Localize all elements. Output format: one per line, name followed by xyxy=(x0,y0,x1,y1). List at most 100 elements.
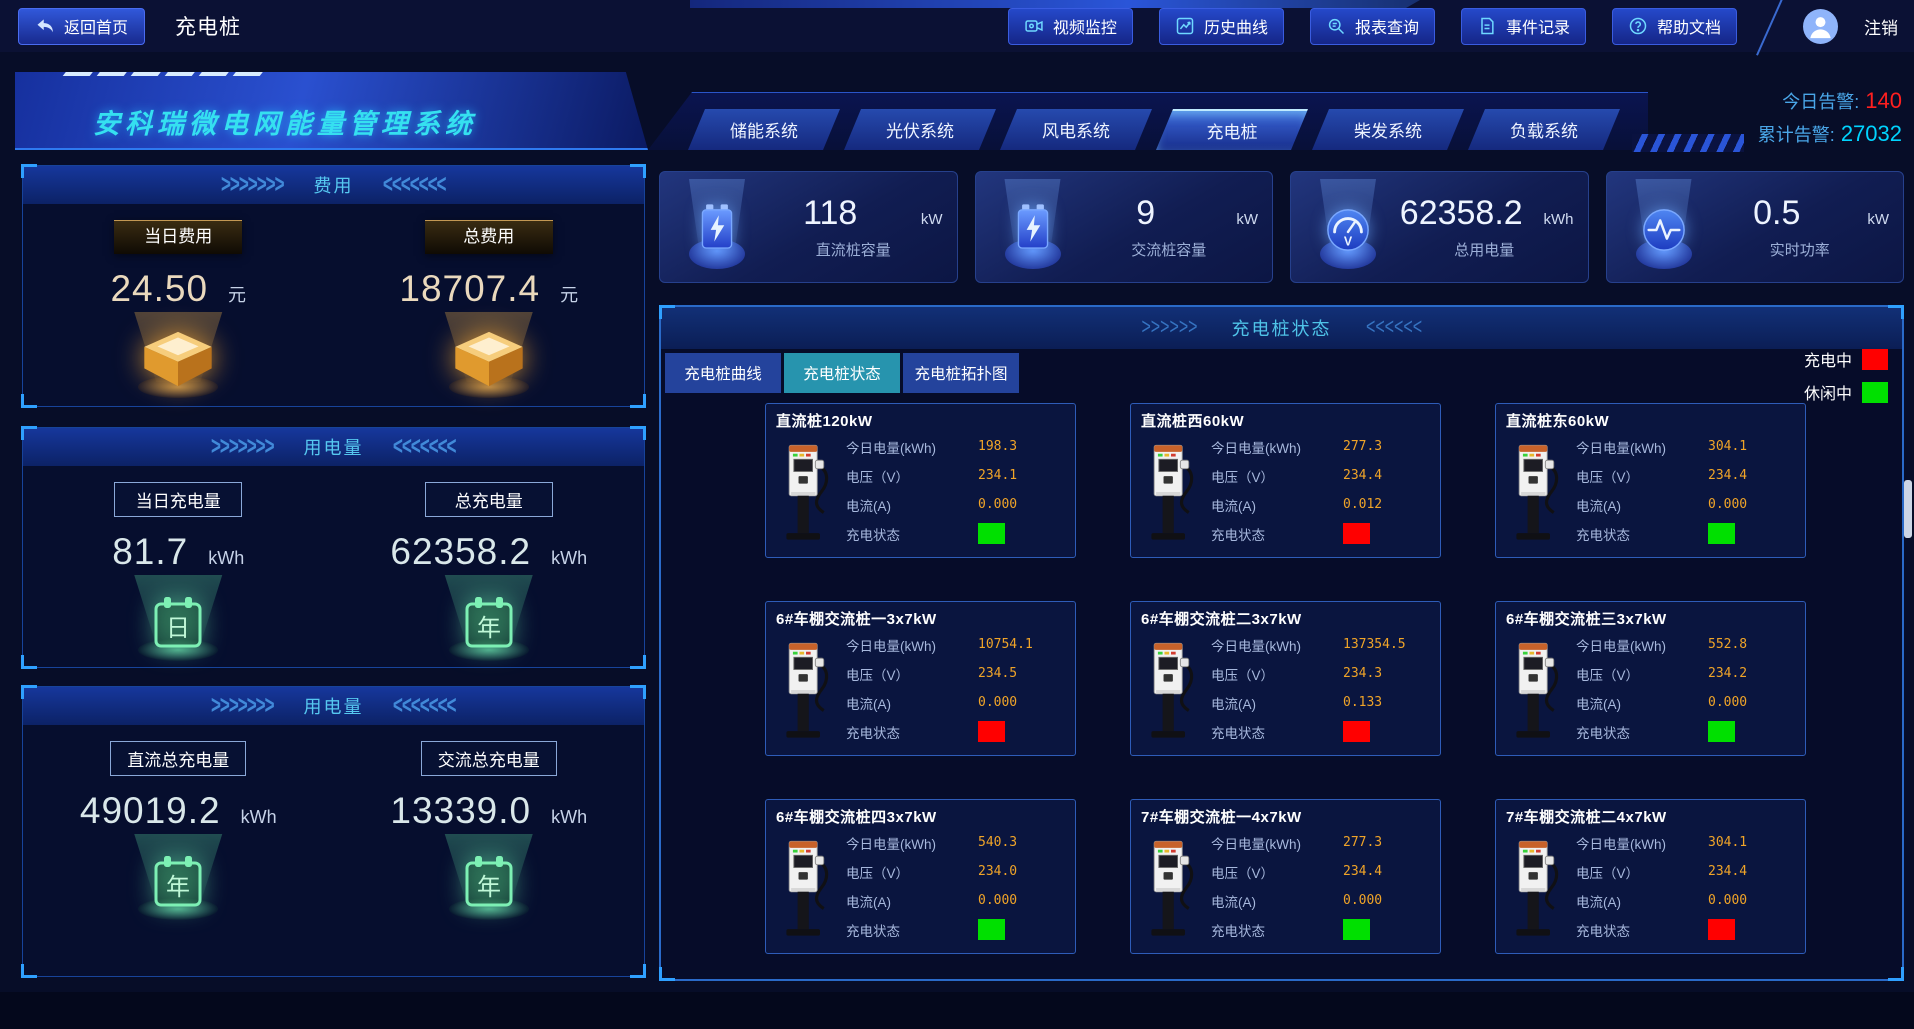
voltage-value: 234.4 xyxy=(1708,864,1748,879)
voltage-value: 234.4 xyxy=(1343,864,1383,879)
energy-value: 10754.1 xyxy=(978,637,1033,652)
total-charge-unit: kWh xyxy=(551,548,588,568)
dc-ac-energy-panel: >>>>>>> 用电量 >>>>>>> 直流总充电量 49019.2 kWh 年… xyxy=(21,685,646,978)
event-log-button[interactable]: 事件记录 xyxy=(1460,7,1586,45)
total-cost-unit: 元 xyxy=(560,285,579,305)
status-label: 充电状态 xyxy=(846,923,900,939)
pile-card: 6#车棚交流桩四3x7kW 今日电量(kWh) 540.3 电 xyxy=(765,799,1076,954)
voltage-value: 234.2 xyxy=(1708,666,1748,681)
dc-ac-energy-panel-header: >>>>>>> 用电量 >>>>>>> xyxy=(23,687,644,725)
current-value: 0.000 xyxy=(1708,695,1748,710)
daily-cost-unit: 元 xyxy=(228,285,247,305)
system-title: 安科瑞微电网能量管理系统 xyxy=(93,109,477,139)
current-label: 电流(A) xyxy=(846,894,891,910)
battery-icon xyxy=(701,204,733,249)
ac-total-charge-label: 交流总充电量 xyxy=(420,741,557,776)
pile-card: 6#车棚交流桩三3x7kW 今日电量(kWh) 552.8 电 xyxy=(1495,601,1806,756)
back-arrow-icon xyxy=(35,16,55,36)
scrollbar-thumb[interactable] xyxy=(1904,480,1912,538)
tab-pile-topology[interactable]: 充电桩拓扑图 xyxy=(903,353,1019,393)
status-label: 充电状态 xyxy=(1211,527,1265,543)
dc-capacity-unit: kW xyxy=(920,211,943,228)
tab-pile-status[interactable]: 充电桩状态 xyxy=(784,353,900,393)
tab-storage-system[interactable]: 储能系统 xyxy=(688,109,840,150)
arrows-right-icon: >>>>>>> xyxy=(221,170,284,199)
current-value: 0.012 xyxy=(1343,497,1383,512)
energy-value: 540.3 xyxy=(978,835,1018,850)
daily-charge-unit: kWh xyxy=(208,548,245,568)
event-log-icon xyxy=(1477,16,1497,36)
power-pulse-icon xyxy=(1642,209,1685,251)
logout-button[interactable]: 注销 xyxy=(1864,18,1898,38)
help-icon xyxy=(1628,16,1648,36)
arrows-left-icon: >>>>>>> xyxy=(393,691,457,720)
charge-energy-panel-header: >>>>>>> 用电量 >>>>>>> xyxy=(23,428,644,466)
legend-charging-label: 充电中 xyxy=(1803,353,1852,370)
current-value: 0.000 xyxy=(1708,497,1748,512)
realtime-power-value: 0.5 xyxy=(1753,194,1801,232)
daily-charge-label: 当日充电量 xyxy=(114,482,243,517)
pile-card: 直流桩东60kW 今日电量(kWh) 304.1 电压（V） 2 xyxy=(1495,403,1806,558)
calendar-year-icon: 年 xyxy=(465,856,513,907)
report-query-button[interactable]: 报表查询 xyxy=(1309,7,1435,45)
status-indicator xyxy=(1343,523,1370,544)
total-cost-value: 18707.4 xyxy=(399,268,541,309)
energy-label: 今日电量(kWh) xyxy=(1576,638,1666,654)
voltage-label: 电压（V） xyxy=(846,865,910,881)
brand-banner: 安科瑞微电网能量管理系统 xyxy=(15,72,648,150)
top-bar: 返回首页 充电桩 视频监控 历史曲线 报表查询 事件记录 xyxy=(0,0,1914,56)
energy-value: 552.8 xyxy=(1708,637,1748,652)
charge-energy-panel-title: 用电量 xyxy=(303,438,364,458)
tab-diesel-system[interactable]: 柴发系统 xyxy=(1312,109,1464,150)
help-docs-button[interactable]: 帮助文档 xyxy=(1611,7,1737,45)
tab-load-system[interactable]: 负载系统 xyxy=(1468,109,1620,150)
voltage-label: 电压（V） xyxy=(1211,667,1275,683)
status-indicator xyxy=(978,523,1005,544)
back-home-button[interactable]: 返回首页 xyxy=(18,7,146,45)
tab-charging-pile[interactable]: 充电桩 xyxy=(1156,109,1308,150)
pile-card-grid: 直流桩120kW 今日电量(kWh) 198.3 电压（V） 2 xyxy=(765,403,1806,954)
tab-wind-system[interactable]: 风电系统 xyxy=(1000,109,1152,150)
calendar-year-icon: 年 xyxy=(465,597,513,648)
cost-panel-title: 费用 xyxy=(313,176,354,196)
realtime-power-label: 实时功率 xyxy=(1769,242,1830,259)
current-value: 0.000 xyxy=(1343,893,1383,908)
arrows-left-icon: >>>>>>> xyxy=(383,170,447,199)
history-curve-button[interactable]: 历史曲线 xyxy=(1158,7,1284,45)
report-search-icon xyxy=(1326,16,1346,36)
tab-pv-system[interactable]: 光伏系统 xyxy=(844,109,996,150)
charging-pile-icon xyxy=(1141,828,1201,944)
dc-total-charge-value: 49019.2 xyxy=(79,790,221,831)
dc-total-charge-metric: 直流总充电量 49019.2 kWh 年 xyxy=(46,741,311,920)
current-value: 0.133 xyxy=(1343,695,1383,710)
calendar-day-icon: 日 xyxy=(154,597,202,648)
status-indicator xyxy=(1343,919,1370,940)
dc-total-charge-label: 直流总充电量 xyxy=(110,741,247,776)
pile-name: 直流桩西60kW xyxy=(1141,413,1245,430)
video-monitor-label: 视频监控 xyxy=(1052,20,1117,37)
pile-name: 6#车棚交流桩一3x7kW xyxy=(776,611,937,628)
system-tabs: 储能系统 光伏系统 风电系统 充电桩 柴发系统 负载系统 xyxy=(688,109,1620,150)
charging-pile-icon xyxy=(1506,630,1566,746)
pile-card: 6#车棚交流桩二3x7kW 今日电量(kWh) 137354.5 xyxy=(1130,601,1441,756)
pile-card: 7#车棚交流桩一4x7kW 今日电量(kWh) 277.3 电 xyxy=(1130,799,1441,954)
page-title: 充电桩 xyxy=(175,16,242,39)
pile-status-panel-title: 充电桩状态 xyxy=(1231,319,1332,339)
legend-idle-swatch xyxy=(1862,381,1888,403)
status-indicator xyxy=(1708,919,1735,940)
dc-capacity-value: 118 xyxy=(803,194,858,232)
voltage-label: 电压（V） xyxy=(1576,865,1640,881)
tab-pile-curve[interactable]: 充电桩曲线 xyxy=(665,353,781,393)
history-curve-label: 历史曲线 xyxy=(1203,20,1268,37)
legend-charging-swatch xyxy=(1862,348,1888,370)
energy-value: 277.3 xyxy=(1343,835,1383,850)
total-energy-label: 总用电量 xyxy=(1454,242,1515,259)
ac-total-charge-value: 13339.0 xyxy=(390,790,532,831)
user-avatar[interactable] xyxy=(1803,8,1838,44)
voltage-value: 234.4 xyxy=(1343,468,1383,483)
status-label: 充电状态 xyxy=(1211,923,1265,939)
total-charge-metric: 总充电量 62358.2 kWh 年 xyxy=(356,482,621,661)
video-monitor-button[interactable]: 视频监控 xyxy=(1007,7,1133,45)
pile-name: 直流桩东60kW xyxy=(1506,413,1610,430)
energy-value: 277.3 xyxy=(1343,439,1383,454)
